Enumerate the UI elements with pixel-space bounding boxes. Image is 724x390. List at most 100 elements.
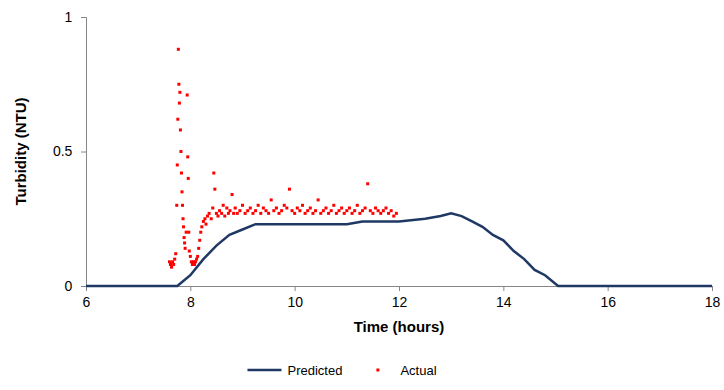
actual-point	[319, 212, 322, 215]
actual-point	[182, 225, 185, 228]
actual-point	[216, 215, 219, 218]
actual-point	[374, 206, 377, 209]
x-tick: 16	[600, 286, 616, 310]
actual-point	[327, 212, 330, 215]
actual-point	[259, 212, 262, 215]
actual-point	[215, 212, 218, 215]
actual-point	[179, 128, 182, 131]
actual-point	[314, 209, 317, 212]
actual-point	[251, 212, 254, 215]
y-tick-mark	[81, 17, 86, 18]
x-tick: 14	[496, 286, 512, 310]
actual-point	[186, 94, 189, 97]
actual-point	[296, 206, 299, 209]
actual-point	[358, 212, 361, 215]
actual-point	[199, 231, 202, 234]
actual-point	[291, 209, 294, 212]
y-tick-label: 1	[65, 9, 73, 25]
actual-point	[181, 204, 184, 207]
x-axis-title: Time (hours)	[354, 318, 445, 335]
actual-point	[241, 204, 244, 207]
y-axis-title: Turbidity (NTU)	[12, 97, 29, 205]
actual-point	[204, 223, 207, 226]
actual-point	[340, 206, 343, 209]
actual-point	[338, 209, 341, 212]
actual-point	[382, 209, 385, 212]
actual-point	[283, 204, 286, 207]
actual-point	[169, 263, 172, 266]
actual-point	[322, 209, 325, 212]
actual-point	[170, 266, 173, 269]
actual-point	[324, 206, 327, 209]
actual-point	[218, 209, 221, 212]
predicted-line	[86, 213, 712, 286]
actual-point	[395, 212, 398, 215]
actual-point	[387, 212, 390, 215]
actual-point	[257, 204, 260, 207]
actual-point	[176, 163, 179, 166]
x-tick-mark	[399, 286, 400, 291]
x-tick-label: 10	[287, 294, 303, 310]
actual-point	[262, 206, 265, 209]
actual-point	[232, 212, 235, 215]
x-tick-label: 8	[187, 294, 195, 310]
actual-point	[228, 209, 231, 212]
actual-point	[194, 260, 197, 263]
actual-point	[200, 225, 203, 228]
actual-point	[223, 215, 226, 218]
actual-point	[270, 198, 273, 201]
actual-point	[171, 260, 174, 263]
actual-point	[197, 247, 200, 250]
actual-point	[384, 206, 387, 209]
y-axis-line	[81, 18, 87, 287]
actual-point	[317, 198, 320, 201]
y-tick-mark	[81, 152, 86, 153]
actual-point	[244, 212, 247, 215]
actual-point	[210, 217, 213, 220]
actual-point	[178, 91, 181, 94]
actual-point	[203, 217, 206, 220]
actual-point	[345, 209, 348, 212]
actual-point	[356, 204, 359, 207]
actual-point	[238, 209, 241, 212]
actual-point	[371, 212, 374, 215]
actual-point	[208, 212, 211, 215]
legend-swatch	[376, 369, 379, 372]
actual-point	[254, 209, 257, 212]
actual-point	[187, 231, 190, 234]
actual-point	[392, 215, 395, 218]
y-tick: 0	[65, 278, 86, 294]
x-tick: 12	[392, 286, 408, 310]
x-tick-mark	[712, 286, 713, 291]
actual-point	[377, 209, 380, 212]
actual-point	[278, 212, 281, 215]
legend-label: Predicted	[287, 363, 342, 378]
actual-point	[186, 155, 189, 158]
actual-point	[264, 209, 267, 212]
actual-point	[311, 212, 314, 215]
actual-point	[168, 260, 171, 263]
actual-point	[379, 212, 382, 215]
x-tick-mark	[190, 286, 191, 291]
y-tick: 0.5	[53, 143, 86, 159]
actual-point	[227, 212, 230, 215]
actual-point	[184, 247, 187, 250]
actual-point	[280, 209, 283, 212]
actual-point	[285, 206, 288, 209]
actual-point	[183, 236, 186, 239]
x-tick: 6	[83, 286, 91, 310]
actual-point	[175, 204, 178, 207]
actual-point	[179, 150, 182, 153]
actual-point	[196, 255, 199, 258]
x-tick: 10	[287, 286, 303, 310]
y-axis: 00.51	[53, 9, 87, 294]
actual-point	[343, 212, 346, 215]
actual-point	[330, 209, 333, 212]
actual-point	[173, 258, 176, 261]
actual-point	[180, 190, 183, 193]
actual-point	[182, 217, 185, 220]
actual-point	[185, 231, 188, 234]
actual-point	[177, 83, 180, 86]
actual-point	[369, 209, 372, 212]
actual-point	[332, 204, 335, 207]
